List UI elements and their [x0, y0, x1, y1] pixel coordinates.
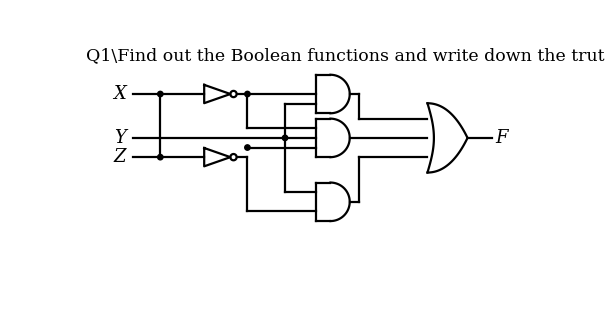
- Circle shape: [283, 135, 288, 140]
- Text: Q1\Find out the Boolean functions and write down the truth table: Q1\Find out the Boolean functions and wr…: [87, 47, 605, 64]
- Text: Z: Z: [114, 148, 126, 166]
- Text: F: F: [495, 129, 508, 147]
- Circle shape: [157, 91, 163, 97]
- Circle shape: [245, 145, 250, 150]
- Text: Y: Y: [114, 129, 126, 147]
- Circle shape: [245, 91, 250, 97]
- Circle shape: [157, 154, 163, 160]
- Text: X: X: [114, 85, 126, 103]
